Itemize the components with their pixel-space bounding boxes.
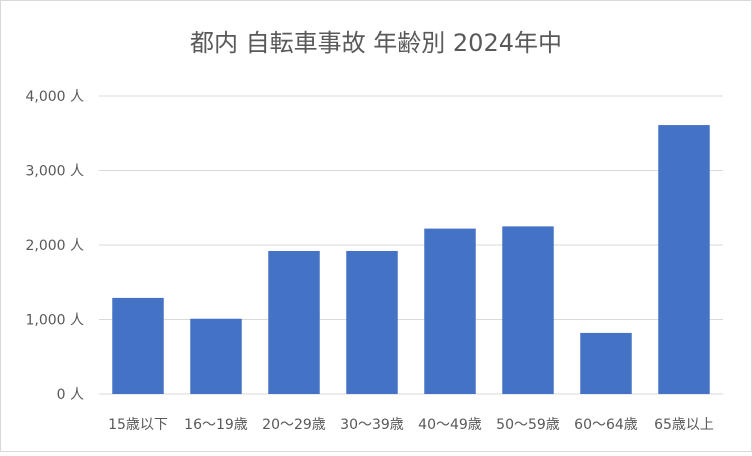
bar [658, 125, 710, 395]
x-tick-label: 15歳以下 [108, 417, 168, 433]
x-tick-label: 60～64歳 [574, 417, 638, 433]
bar [424, 228, 476, 394]
chart-title: 都内 自転車事故 年齢別 2024年中 [190, 29, 562, 57]
x-tick-label: 65歳以上 [654, 417, 714, 433]
bar [112, 297, 164, 394]
bar [268, 250, 320, 394]
bar [580, 332, 632, 394]
x-tick-label: 30～39歳 [340, 417, 404, 433]
x-tick-label: 40～49歳 [418, 417, 482, 433]
y-tick-label: 1,000 人 [25, 313, 84, 329]
x-tick-label: 16～19歳 [184, 417, 248, 433]
bars [112, 125, 710, 395]
y-tick-label: 4,000 人 [25, 89, 84, 105]
x-axis-ticks: 15歳以下 16～19歳 20～29歳 30～39歳 40～49歳 50～59歳 60～64… [108, 417, 714, 433]
bar [190, 318, 242, 394]
x-tick-label: 20～29歳 [262, 417, 326, 433]
y-tick-label: 0 人 [57, 387, 84, 403]
bar [346, 250, 398, 394]
y-axis-ticks: 0 人 1,000 人 2,000 人 3,000 人 4,000 人 [25, 89, 84, 403]
y-tick-label: 3,000 人 [25, 164, 84, 180]
bar [502, 226, 554, 394]
x-tick-label: 50～59歳 [496, 417, 560, 433]
y-tick-label: 2,000 人 [25, 238, 84, 254]
